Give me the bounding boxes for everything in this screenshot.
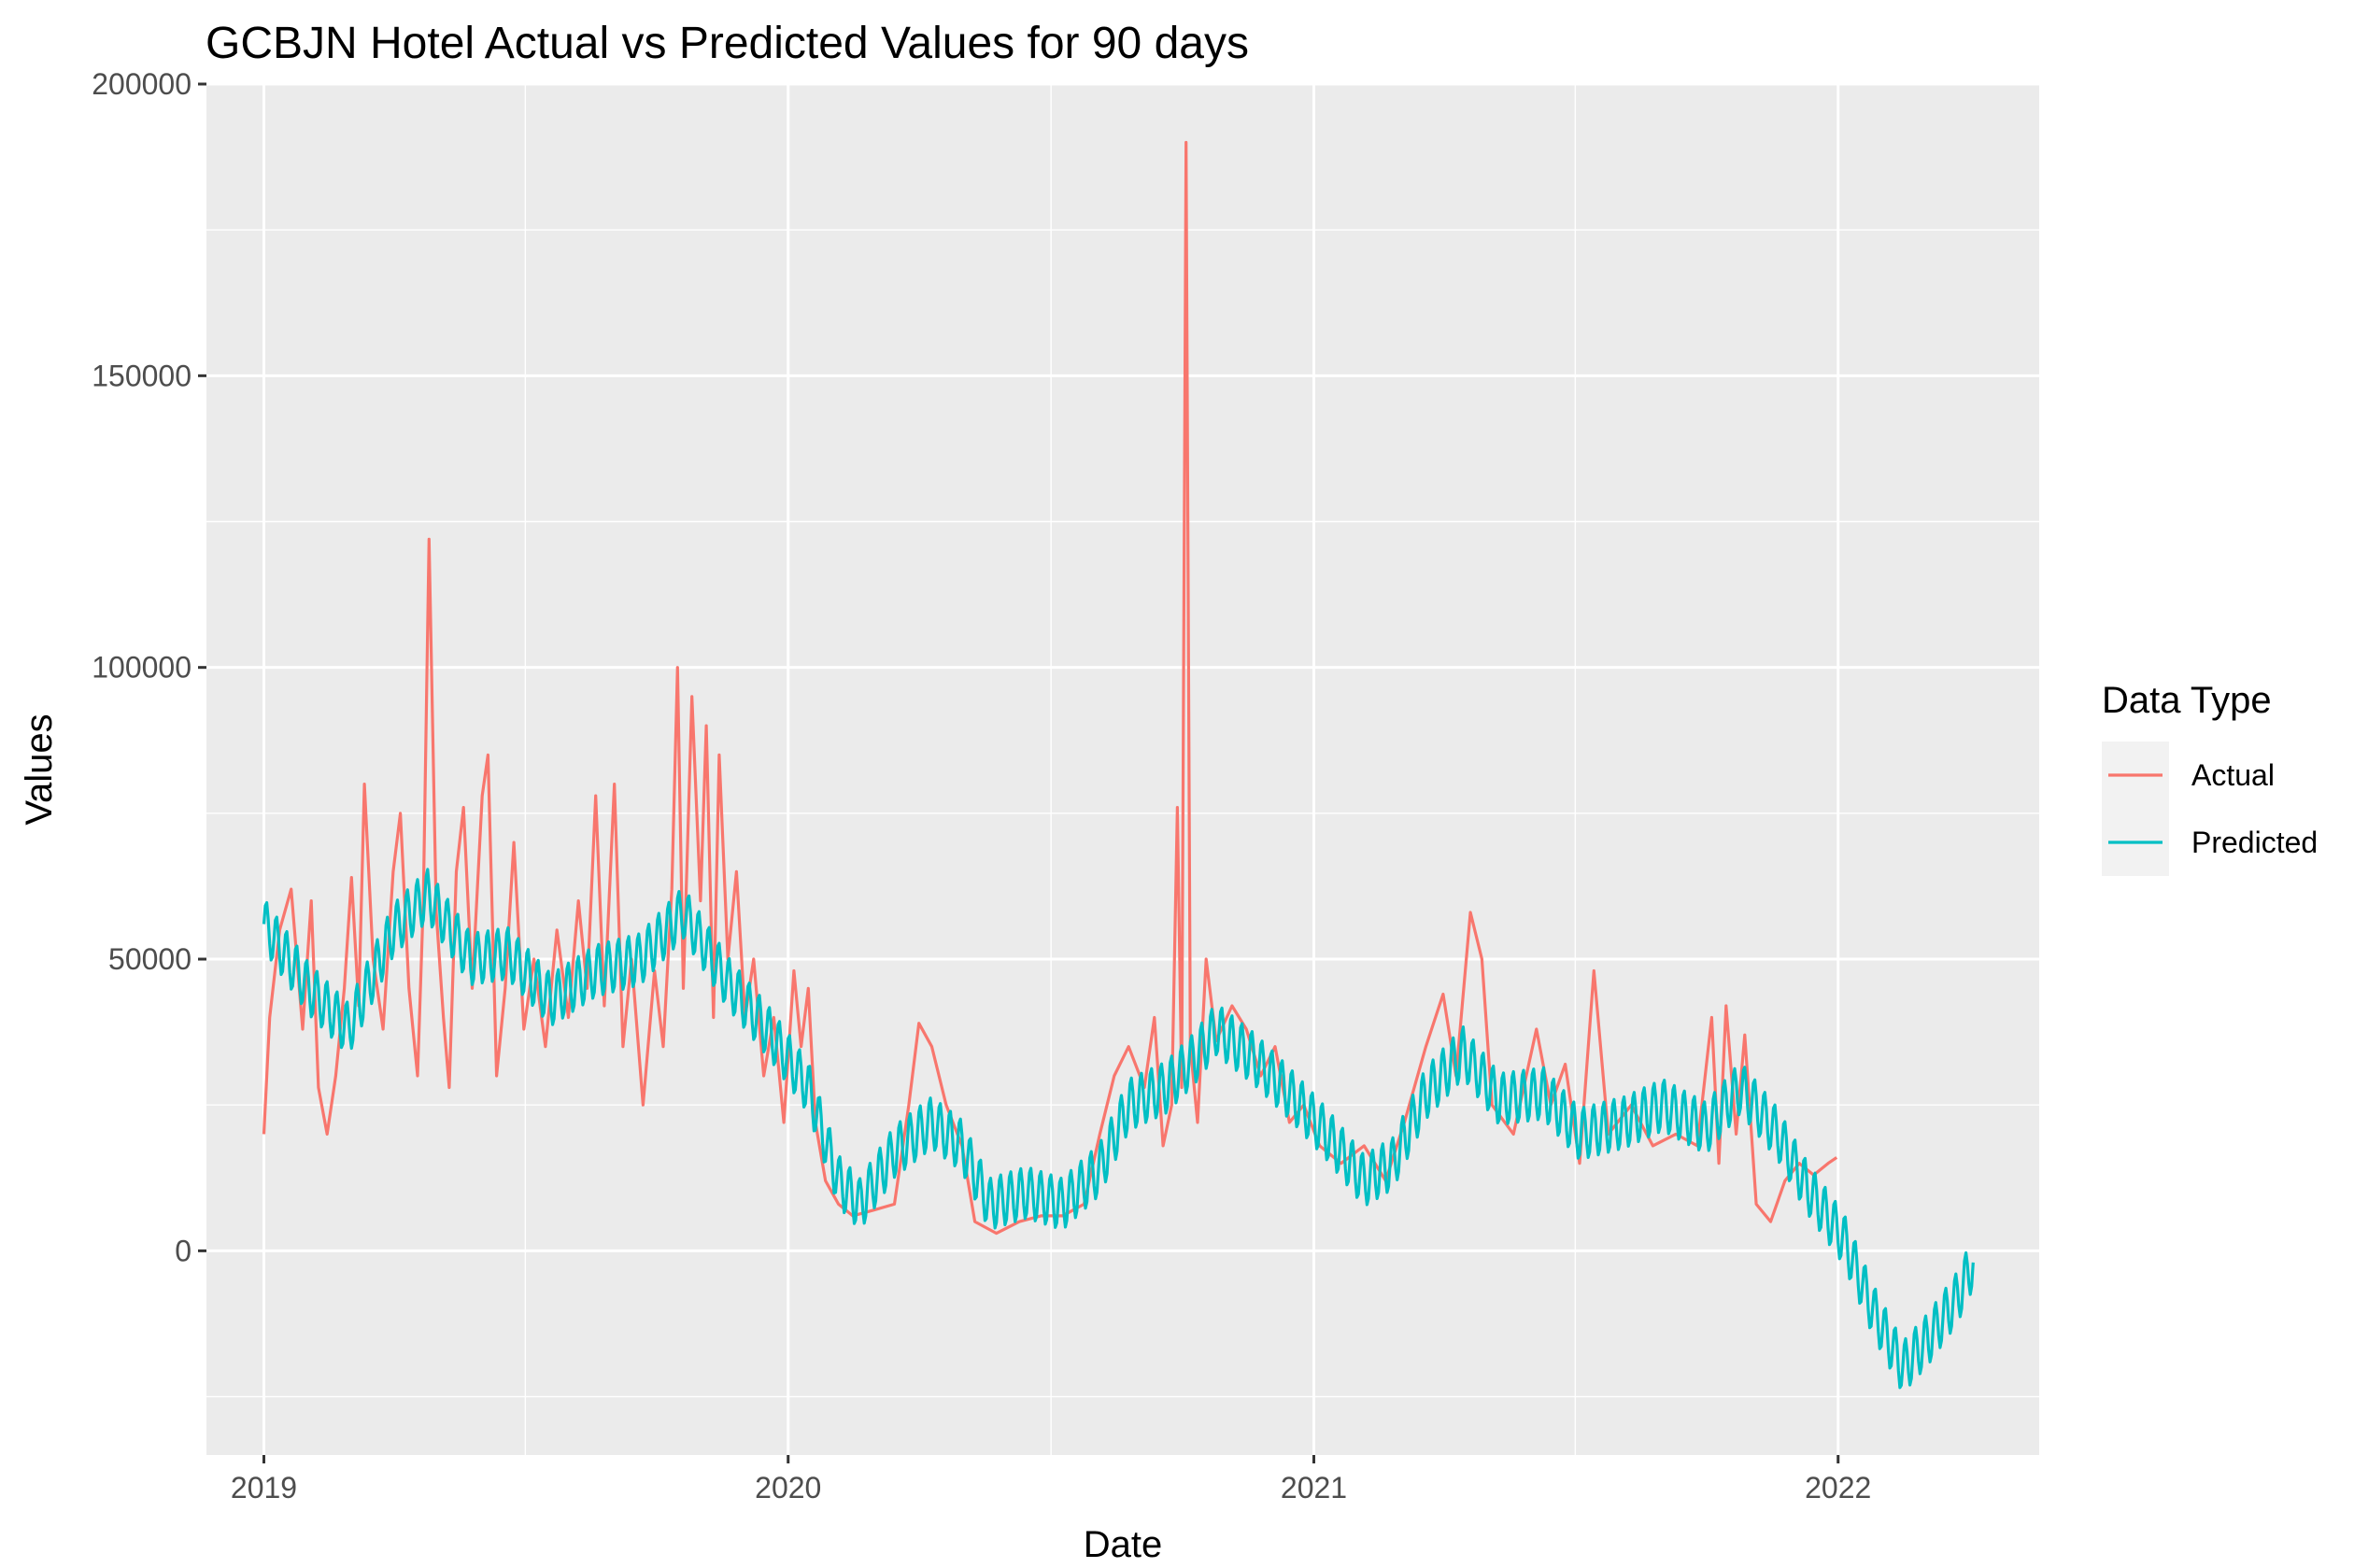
series-line-predicted bbox=[262, 868, 1975, 1390]
legend-label-actual: Actual bbox=[2191, 758, 2275, 792]
y-tick-label: 0 bbox=[175, 1234, 191, 1267]
plot-panel bbox=[206, 84, 2039, 1455]
y-tick-label: 100000 bbox=[92, 651, 191, 685]
x-tick-label: 2020 bbox=[755, 1471, 821, 1504]
legend: Data Type Actual Predicted bbox=[2102, 680, 2318, 876]
chart-title: GCBJN Hotel Actual vs Predicted Values f… bbox=[206, 19, 1249, 68]
legend-title: Data Type bbox=[2102, 680, 2272, 721]
minor-gridlines bbox=[206, 84, 2039, 1455]
x-tick-label: 2019 bbox=[231, 1471, 297, 1504]
y-tick-label: 150000 bbox=[92, 359, 191, 392]
x-axis-title: Date bbox=[1084, 1524, 1163, 1565]
y-tick-label: 50000 bbox=[108, 942, 191, 976]
y-axis: 0 50000 100000 150000 200000 bbox=[92, 67, 206, 1267]
major-gridlines bbox=[206, 82, 2039, 1455]
legend-items: Actual Predicted bbox=[2102, 742, 2318, 876]
x-tick-label: 2022 bbox=[1805, 1471, 1871, 1504]
series-layer bbox=[262, 140, 1975, 1390]
y-tick-label: 200000 bbox=[92, 67, 191, 101]
x-tick-label: 2021 bbox=[1281, 1471, 1347, 1504]
y-axis-title: Values bbox=[19, 713, 60, 825]
x-axis: 2019 2020 2021 2022 bbox=[231, 1455, 1871, 1504]
legend-label-predicted: Predicted bbox=[2191, 826, 2318, 859]
